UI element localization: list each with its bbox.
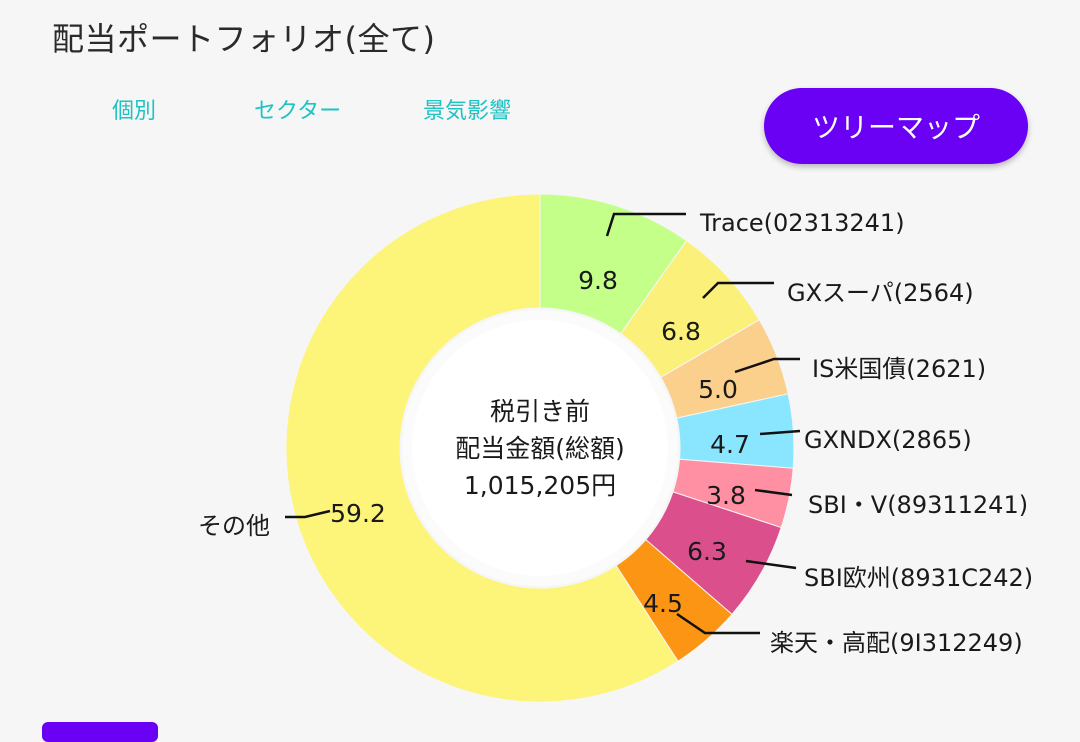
- leader-line: [734, 357, 800, 374]
- center-label-line2: 配当金額(総額): [455, 434, 625, 463]
- bottom-action-button[interactable]: [42, 722, 158, 742]
- slice-value-label: 59.2: [330, 499, 386, 528]
- slice-value-label: 6.8: [661, 317, 701, 346]
- slice-value-label: 4.7: [710, 430, 750, 459]
- page-title: 配当ポートフォリオ(全て): [52, 20, 436, 58]
- slice-name-label: SBI・V(89311241): [808, 491, 1028, 519]
- pie-slice[interactable]: [285, 193, 679, 703]
- leader-line: [745, 559, 797, 570]
- leader-line: [759, 429, 801, 436]
- center-label-line1: 税引き前: [490, 397, 590, 426]
- slice-value-label: 6.3: [687, 537, 727, 566]
- slice-value-label: 9.8: [578, 266, 618, 295]
- tab-economic-impact[interactable]: 景気影響: [423, 99, 512, 124]
- leader-line: [285, 509, 331, 519]
- slice-name-label: IS米国債(2621): [812, 355, 986, 383]
- donut-hole: [412, 320, 668, 576]
- leader-line: [676, 612, 760, 635]
- slice-name-label: 楽天・高配(9I312249): [770, 629, 1023, 657]
- slice-name-label: GXNDX(2865): [804, 426, 972, 454]
- tab-sector[interactable]: セクター: [254, 99, 342, 124]
- leader-line: [754, 488, 793, 497]
- slice-name-label: SBI欧州(8931C242): [804, 564, 1033, 592]
- tab-individual[interactable]: 個別: [112, 99, 157, 124]
- center-total-amount: 1,015,205円: [464, 471, 616, 500]
- slice-name-label: Trace(02313241): [699, 209, 905, 237]
- leader-line: [702, 281, 774, 299]
- leader-line: [605, 212, 686, 237]
- slice-name-label: GXスーパ(2564): [787, 279, 974, 307]
- slice-value-label: 3.8: [706, 481, 746, 510]
- slice-value-label: 4.5: [643, 589, 683, 618]
- slice-name-label: その他: [198, 512, 270, 540]
- slice-value-label: 5.0: [698, 375, 738, 404]
- treemap-button[interactable]: ツリーマップ: [764, 88, 1028, 164]
